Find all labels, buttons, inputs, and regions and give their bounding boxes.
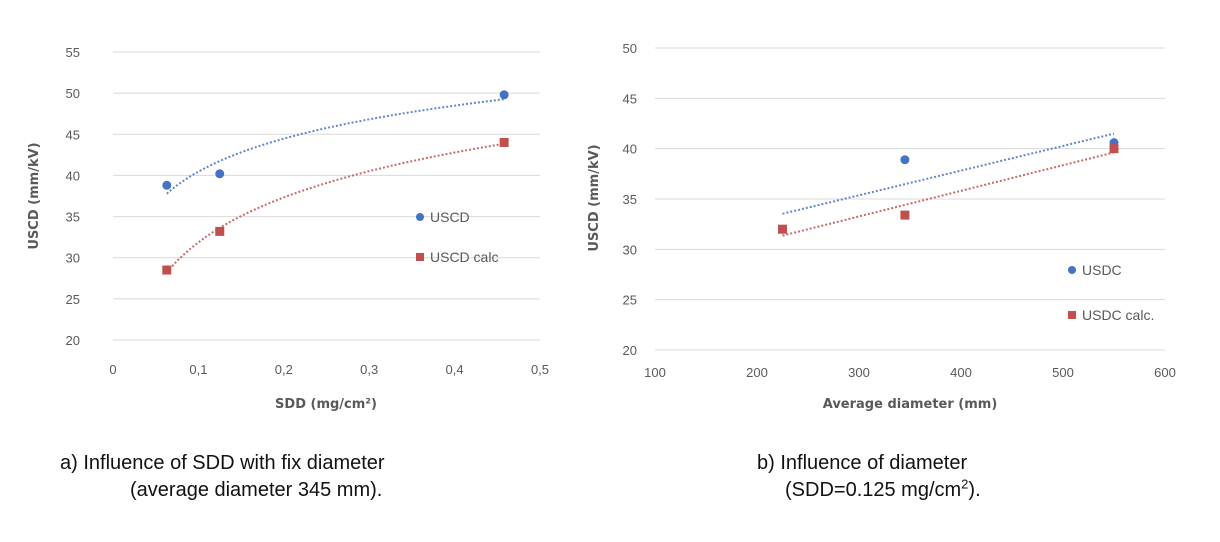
y-tick-label-0: 20: [66, 333, 80, 348]
y-tick-label-0: 20: [623, 343, 637, 358]
caption-a-line1: a) Influence of SDD with fix diameter: [60, 452, 385, 474]
series-1-point-2: [900, 155, 910, 165]
y-axis-title: USCD (mm/kV): [587, 144, 602, 251]
x-axis-title: SDD (mg/cm²): [275, 397, 377, 412]
legend-marker-1: [1068, 266, 1076, 274]
y-tick-label-1: 25: [66, 292, 80, 307]
charts-canvas: 20 25 30 35 40 45 50 55 0 0,1 0,2 0,3 0,4 0,5 SDD (mg/…: [27, 41, 1176, 412]
x-axis-title: Average diameter (mm): [823, 397, 998, 412]
x-tick-label-3: 400: [950, 365, 972, 380]
y-tick-label-2: 30: [623, 242, 637, 257]
x-tick-label-3: 0,3: [360, 362, 378, 377]
y-axis-title: USCD (mm/kV): [27, 142, 42, 249]
series-1-point-3: [499, 90, 509, 100]
trendline-1: [782, 132, 1115, 215]
y-tick-label-5: 45: [623, 91, 637, 106]
legend-marker-2: [416, 253, 424, 261]
series-2-point-3: [499, 138, 509, 148]
series-2-point-3: [1109, 144, 1119, 154]
x-tick-label-0: 0: [109, 362, 116, 377]
caption-b: b) Influence of diameter (SDD=0.125 mg/c…: [757, 450, 981, 504]
caption-a-line2: (average diameter 345 mm).: [130, 479, 383, 501]
legend-label-1: USCD: [430, 209, 470, 225]
y-tick-label-6: 50: [623, 41, 637, 56]
series-2-point-1: [162, 265, 172, 275]
series-1-point-1: [162, 180, 172, 190]
trendline-2: [166, 142, 505, 273]
y-tick-label-2: 30: [66, 251, 80, 266]
y-tick-label-6: 50: [66, 86, 80, 101]
series-2-point-2: [900, 210, 910, 220]
x-tick-label-5: 0,5: [531, 362, 549, 377]
legend-marker-1: [416, 213, 424, 221]
caption-a: a) Influence of SDD with fix diameter (a…: [60, 450, 385, 504]
x-tick-label-4: 500: [1052, 365, 1074, 380]
x-tick-label-4: 0,4: [446, 362, 464, 377]
y-tick-label-7: 55: [66, 45, 80, 60]
legend-label-2: USCD calc: [430, 249, 498, 265]
x-tick-label-2: 300: [848, 365, 870, 380]
y-tick-label-3: 35: [623, 192, 637, 207]
y-tick-label-4: 40: [623, 142, 637, 157]
x-tick-label-5: 600: [1154, 365, 1176, 380]
series-2-point-1: [778, 224, 787, 234]
x-tick-label-1: 200: [746, 365, 768, 380]
caption-b-line2-end: ).: [968, 479, 981, 501]
legend-marker-2: [1068, 311, 1076, 319]
x-tick-label-0: 100: [644, 365, 666, 380]
legend-label-2: USDC calc.: [1082, 307, 1154, 323]
trendline-1: [166, 98, 505, 195]
y-tick-label-5: 45: [66, 127, 80, 142]
legend-label-1: USDC: [1082, 262, 1122, 278]
y-tick-label-4: 40: [66, 168, 80, 183]
caption-b-line1: b) Influence of diameter: [757, 452, 968, 474]
chart-a-sdd-influence: 20 25 30 35 40 45 50 55 0 0,1 0,2 0,3 0,4 0,5 SDD (mg/…: [27, 45, 549, 412]
x-tick-label-2: 0,2: [275, 362, 293, 377]
caption-b-line2-text: (SDD=0.125 mg/cm: [785, 479, 962, 501]
y-tick-label-1: 25: [623, 293, 637, 308]
trendline-2: [782, 151, 1115, 237]
y-tick-label-3: 35: [66, 210, 80, 225]
series-1-point-2: [215, 169, 225, 179]
caption-b-line2: (SDD=0.125 mg/cm2).: [757, 477, 981, 504]
chart-b-diameter-influence: 20 25 30 35 40 45 50 100 200 300 400 500 600 Average …: [587, 41, 1176, 412]
x-tick-label-1: 0,1: [189, 362, 207, 377]
series-2-point-2: [215, 226, 225, 236]
caption-b-line2-superscript: 2: [961, 476, 969, 492]
